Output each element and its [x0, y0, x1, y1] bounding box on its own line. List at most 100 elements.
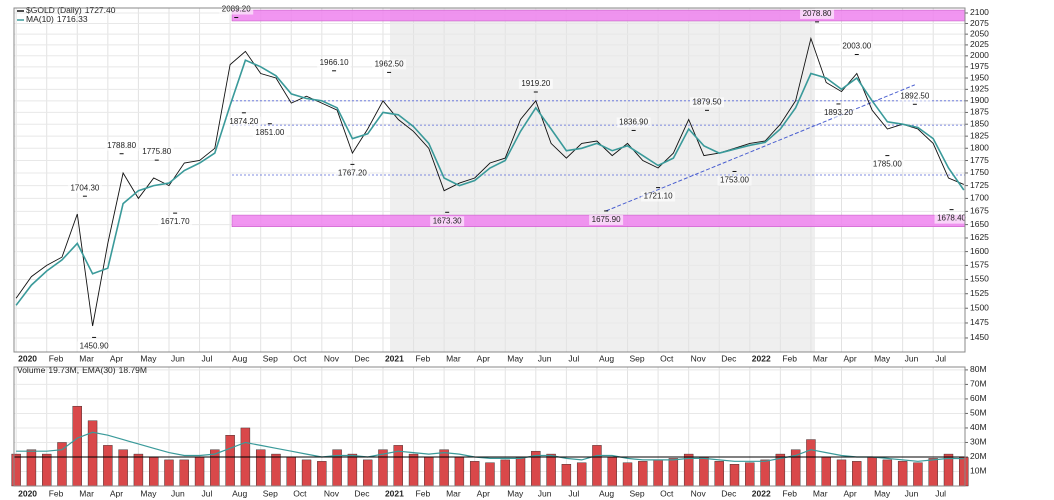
annotation-bg — [226, 116, 261, 127]
legend-text: $GOLD (Daily) 1727.40 — [26, 5, 116, 15]
x-tick-label: 2020 — [18, 353, 37, 363]
volume-bar — [546, 453, 556, 487]
volume-bar — [913, 462, 923, 487]
x-tick-label: Aug — [599, 488, 614, 498]
x-tick-label: 2021 — [385, 488, 404, 498]
x-tick-label: Feb — [782, 353, 797, 363]
y-tick-label: 70M — [970, 379, 987, 389]
annotation-bg — [641, 191, 676, 202]
annotation-label: 2078.80 — [803, 9, 832, 18]
volume-bar — [561, 464, 572, 487]
annotation-label: 1753.00 — [720, 176, 749, 185]
volume-bar — [836, 459, 847, 487]
y-tick-label: 40M — [970, 422, 987, 432]
volume-bar — [928, 458, 938, 487]
x-tick-label: Dec — [354, 353, 370, 363]
x-tick-label: Jul — [202, 488, 213, 498]
annotation-bg — [252, 127, 287, 138]
x-tick-label: Nov — [691, 488, 707, 498]
x-tick-label: May — [507, 353, 524, 363]
volume-bar — [454, 456, 465, 487]
annotation-label: 1836.90 — [619, 118, 648, 127]
volume-bar — [959, 457, 969, 487]
x-tick-label: 2021 — [385, 353, 404, 363]
volume-bar — [439, 449, 449, 487]
volume-bar — [424, 456, 434, 487]
volume-bar — [592, 445, 602, 487]
volume-bar — [347, 453, 358, 487]
x-tick-label: Jun — [538, 353, 552, 363]
band — [231, 9, 966, 22]
x-tick-label: May — [507, 488, 524, 498]
y-tick-label: 2100 — [970, 7, 989, 17]
x-tick-label: Nov — [324, 488, 340, 498]
volume-bar — [699, 456, 709, 487]
panel-border — [13, 366, 966, 487]
x-tick-label: Jun — [905, 353, 919, 363]
volume-bar — [87, 420, 98, 487]
legend-name: MA(10) — [26, 14, 54, 24]
volume-bar — [72, 405, 82, 487]
volume-bar — [255, 449, 266, 487]
annotation-label: 1671.70 — [161, 217, 190, 226]
x-tick-label: Feb — [416, 488, 431, 498]
annotation-label: 2003.00 — [842, 42, 871, 51]
y-tick-label: 2025 — [970, 39, 989, 49]
x-tick-label: May — [140, 353, 157, 363]
x-tick-label: May — [874, 488, 891, 498]
volume-bar — [714, 461, 724, 487]
y-tick-label: 1925 — [970, 84, 989, 94]
volume-bar — [469, 461, 480, 487]
volume-bar — [408, 453, 419, 487]
x-tick-label: Dec — [354, 488, 370, 498]
annotation-label: 1919.20 — [521, 79, 550, 88]
annotation-label: 1788.80 — [107, 141, 136, 150]
x-tick-label: Apr — [477, 488, 490, 498]
annotation-bg — [839, 41, 874, 52]
y-tick-label: 80M — [970, 364, 987, 374]
annotation-bg — [335, 168, 370, 179]
y-tick-label: 2050 — [970, 28, 989, 38]
y-tick-label: 1850 — [970, 118, 989, 128]
annotation-label: 1892.50 — [900, 91, 929, 100]
x-tick-label: Apr — [110, 353, 123, 363]
y-tick-label: 1600 — [970, 246, 989, 256]
volume-bar — [515, 456, 526, 487]
x-tick-label: Sep — [263, 353, 278, 363]
x-tick-label: Jun — [538, 488, 552, 498]
x-tick-label: Jun — [171, 353, 185, 363]
x-tick-label: Oct — [293, 488, 307, 498]
y-tick-label: 1475 — [970, 317, 989, 327]
annotation-bg — [372, 59, 407, 70]
x-tick-label: Feb — [782, 488, 797, 498]
annotation-bg — [870, 159, 905, 170]
legend-text: MA(10) 1716.33 — [26, 14, 88, 24]
volume-bar — [485, 462, 495, 487]
annotation-bg — [589, 214, 624, 225]
x-tick-label: Mar — [813, 488, 828, 498]
x-tick-label: Apr — [844, 488, 857, 498]
annotation-bg — [689, 97, 724, 108]
annotation-bg — [139, 147, 174, 158]
volume-bar — [729, 464, 740, 487]
y-tick-label: 1750 — [970, 167, 989, 177]
x-tick-label: Feb — [49, 488, 64, 498]
volume-bar — [638, 461, 648, 487]
series-line — [16, 431, 964, 462]
x-tick-label: Feb — [416, 353, 431, 363]
x-tick-label: May — [140, 488, 157, 498]
volume-bar — [179, 459, 189, 487]
volume-bar — [210, 449, 220, 487]
volume-bar — [897, 461, 908, 487]
x-tick-label: Jul — [935, 353, 946, 363]
y-tick-label: 1800 — [970, 143, 989, 153]
volume-bar — [867, 456, 877, 487]
annotation-label: 1673.30 — [433, 216, 462, 225]
legend-value: 1716.33 — [57, 14, 88, 24]
annotation-label: 1893.20 — [824, 108, 853, 117]
x-tick-label: Jul — [568, 353, 579, 363]
legend-text: Volume 19.73M, EMA(30) 18.79M — [17, 365, 147, 375]
